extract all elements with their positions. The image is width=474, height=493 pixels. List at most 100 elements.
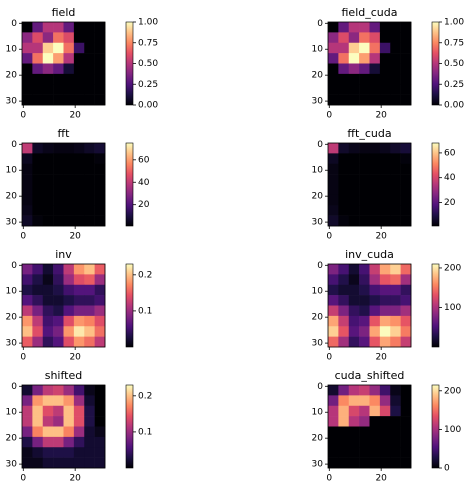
heat-cell xyxy=(42,385,54,396)
heat-cell xyxy=(348,32,360,44)
heat-cell xyxy=(390,405,401,417)
colorbar-tick-label: 0.00 xyxy=(444,101,464,111)
heat-cell xyxy=(42,395,54,407)
y-tick-label: 0 xyxy=(11,382,17,392)
y-tick-label: 20 xyxy=(312,434,324,444)
colorbar xyxy=(431,21,440,106)
heat-cell xyxy=(390,395,401,407)
heat-cell xyxy=(84,143,95,154)
heat-cell xyxy=(338,426,350,438)
heat-cell xyxy=(338,84,350,95)
heat-cell xyxy=(379,436,391,448)
colorbar-tick-label: 0 xyxy=(444,464,450,474)
heat-cell xyxy=(400,205,412,216)
heat-cell xyxy=(338,457,350,469)
heat-cell xyxy=(63,215,75,227)
heat-cell xyxy=(328,264,339,275)
colorbar xyxy=(125,384,134,469)
heat-cell xyxy=(63,205,75,216)
heat-cell xyxy=(42,53,54,64)
heat-cell xyxy=(73,395,85,407)
heat-cell xyxy=(328,143,339,154)
heat-cell xyxy=(84,405,95,417)
heat-cell xyxy=(53,205,64,216)
heat-cell xyxy=(73,457,85,469)
heat-cell xyxy=(94,405,106,417)
heat-cell xyxy=(84,84,95,95)
heat-cell xyxy=(53,274,64,286)
heat-cell xyxy=(22,295,33,306)
heat-cell xyxy=(379,53,391,64)
y-tick-label: 30 xyxy=(6,218,18,228)
heat-cell xyxy=(22,184,33,196)
heat-cell xyxy=(390,215,401,227)
heat-cell xyxy=(328,84,339,95)
heat-cell xyxy=(359,163,370,175)
heat-cell xyxy=(400,163,412,175)
heat-cell xyxy=(379,174,391,185)
heat-cell xyxy=(32,395,44,407)
colorbar-tick-label: 0.1 xyxy=(138,306,152,316)
heat-cell xyxy=(32,184,44,196)
heat-cell xyxy=(338,32,350,44)
heat-cell xyxy=(94,22,106,33)
heat-cell xyxy=(369,274,381,286)
heat-cell xyxy=(348,264,360,275)
heat-cell xyxy=(338,94,350,106)
colorbar-tick-label: 1.00 xyxy=(138,18,158,28)
heat-cell xyxy=(53,447,64,458)
x-tick-label: 20 xyxy=(69,232,81,242)
heat-cell xyxy=(359,73,370,85)
heat-cell xyxy=(94,63,106,75)
heat-cell xyxy=(369,416,381,427)
heat-cell xyxy=(338,63,350,75)
heat-cell xyxy=(63,436,75,448)
heat-cell xyxy=(32,194,44,206)
axes-frame xyxy=(327,263,412,348)
colorbar-tick-label: 0.00 xyxy=(138,101,158,111)
heat-cell xyxy=(348,457,360,469)
heat-cell xyxy=(42,447,54,458)
heat-cell xyxy=(63,336,75,348)
heat-cell xyxy=(348,385,360,396)
colorbar-tick-label: 40 xyxy=(138,178,150,188)
heat-cell xyxy=(359,264,370,275)
heat-cell xyxy=(400,63,412,75)
heat-cell xyxy=(42,84,54,95)
y-tick-label: 0 xyxy=(317,382,323,392)
heat-cell xyxy=(32,405,44,417)
heat-cell xyxy=(379,94,391,106)
x-tick-label: 0 xyxy=(20,111,26,121)
heat-cell xyxy=(84,32,95,44)
heat-cell xyxy=(42,284,54,296)
heat-cell xyxy=(63,447,75,458)
heat-cell xyxy=(379,405,391,417)
heat-cell xyxy=(53,32,64,44)
heat-cell xyxy=(338,184,350,196)
heat-cell xyxy=(369,385,381,396)
heat-cell xyxy=(379,416,391,427)
heat-cell xyxy=(359,143,370,154)
heat-cell xyxy=(53,315,64,327)
heat-cell xyxy=(42,416,54,427)
heat-cell xyxy=(94,436,106,448)
heat-cell xyxy=(22,385,33,396)
heat-cell xyxy=(73,174,85,185)
y-tick-label: 20 xyxy=(6,71,18,81)
heat-cell xyxy=(390,264,401,275)
heat-cell xyxy=(53,305,64,317)
heat-cell xyxy=(379,205,391,216)
heat-cell xyxy=(369,426,381,438)
heat-cell xyxy=(22,143,33,154)
heat-cell xyxy=(359,305,370,317)
heat-cell xyxy=(73,264,85,275)
heat-cell xyxy=(328,205,339,216)
heat-cell xyxy=(369,315,381,327)
colorbar xyxy=(125,142,134,227)
heat-cell xyxy=(94,174,106,185)
colorbar-tick-label: 0.25 xyxy=(138,80,158,90)
heat-cell xyxy=(359,284,370,296)
heat-cell xyxy=(359,215,370,227)
heat-cell xyxy=(84,336,95,348)
